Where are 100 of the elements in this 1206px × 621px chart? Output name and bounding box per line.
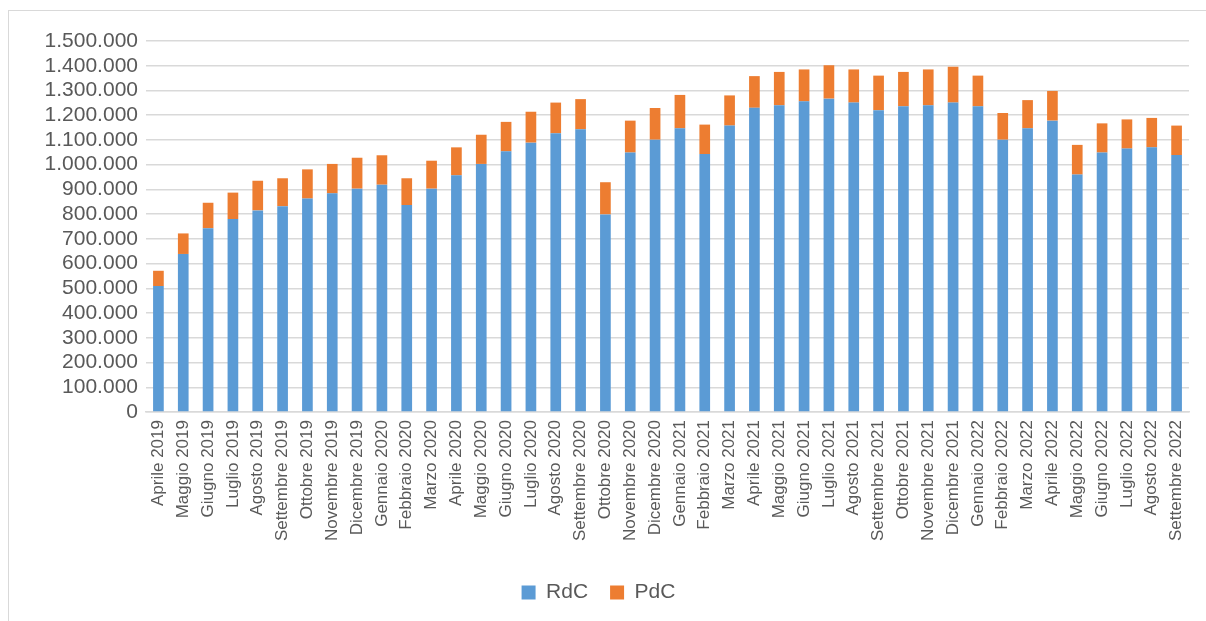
y-tick-label: 1.300.000	[44, 77, 138, 101]
bar	[202, 202, 214, 229]
bar	[426, 188, 437, 412]
bar	[649, 108, 661, 140]
bar	[451, 175, 462, 412]
bar	[376, 184, 388, 412]
x-tick-label: Ottobre 2019	[297, 420, 317, 520]
x-tick-label: Ottobre 2020	[595, 420, 615, 520]
bar	[326, 193, 338, 412]
x-tick-label: Giugno 2019	[197, 420, 217, 518]
x-tick-label: Aprile 2020	[446, 420, 466, 507]
bar	[302, 198, 313, 412]
y-tick-label: 1.500.000	[44, 27, 138, 51]
y-tick-label: 400.000	[62, 299, 138, 323]
bar	[153, 270, 164, 287]
y-tick-label: 200.000	[62, 349, 138, 373]
x-tick-label: Gennaio 2022	[967, 420, 987, 527]
bar	[177, 253, 189, 412]
bar	[749, 107, 760, 412]
bar	[600, 214, 611, 412]
y-tick-label: 100.000	[62, 374, 138, 398]
x-tick-label: Agosto 2019	[247, 420, 267, 516]
bar	[823, 65, 835, 99]
bar	[972, 106, 984, 412]
bar	[848, 102, 860, 412]
x-tick-label: Luglio 2022	[1116, 420, 1136, 508]
x-tick-label: Aprile 2019	[148, 420, 168, 507]
x-tick-label: Dicembre 2019	[346, 420, 366, 536]
bar	[227, 192, 239, 220]
x-tick-label: Gennaio 2020	[371, 420, 391, 527]
bar	[624, 152, 636, 412]
bar	[252, 210, 264, 412]
y-tick-label: 600.000	[62, 250, 138, 274]
bar	[898, 106, 909, 412]
y-tick-label: 800.000	[62, 200, 138, 224]
x-tick-label: Ottobre 2021	[893, 420, 913, 520]
bar	[202, 228, 214, 412]
bar	[674, 128, 686, 412]
bar	[1096, 123, 1108, 153]
bar	[1022, 128, 1033, 412]
bar	[376, 155, 388, 185]
y-tick-label: 700.000	[62, 225, 138, 249]
bar	[1121, 119, 1133, 149]
bar	[873, 110, 884, 412]
bar	[922, 69, 934, 106]
bar	[1047, 90, 1058, 121]
bar	[798, 101, 810, 412]
bar	[1121, 148, 1133, 412]
bar	[177, 233, 189, 254]
bar	[699, 154, 711, 412]
bar	[1171, 155, 1182, 412]
bar	[525, 142, 537, 412]
x-tick-label: Settembre 2021	[868, 420, 888, 541]
bar	[1146, 147, 1158, 412]
bar	[1047, 120, 1058, 412]
y-tick-label: 1.400.000	[44, 52, 138, 76]
legend-label: RdC	[546, 579, 589, 603]
x-tick-label: Maggio 2021	[768, 420, 788, 519]
bar	[475, 134, 487, 164]
bar	[277, 178, 288, 207]
x-tick-label: Novembre 2020	[619, 420, 639, 541]
y-tick-label: 900.000	[62, 176, 138, 200]
x-tick-label: Luglio 2020	[520, 420, 540, 508]
x-tick-label: Agosto 2020	[545, 420, 565, 516]
y-tick-label: 1.000.000	[44, 151, 138, 175]
x-tick-label: Maggio 2022	[1066, 420, 1086, 519]
x-tick-label: Giugno 2022	[1091, 420, 1111, 518]
bar	[724, 125, 735, 412]
bar	[351, 188, 363, 412]
bar	[922, 105, 934, 412]
bar	[575, 129, 586, 412]
x-tick-label: Novembre 2021	[917, 420, 937, 541]
x-tick-label: Agosto 2021	[843, 420, 863, 516]
bar	[153, 286, 164, 412]
x-tick-label: Marzo 2021	[719, 420, 739, 510]
x-tick-label: Maggio 2019	[172, 420, 192, 519]
bar	[227, 219, 239, 412]
bar	[997, 112, 1009, 140]
bar	[600, 182, 611, 215]
x-tick-label: Dicembre 2021	[942, 420, 962, 536]
x-tick-label: Giugno 2020	[495, 420, 515, 518]
x-tick-label: Luglio 2019	[222, 420, 242, 508]
y-tick-label: 300.000	[62, 324, 138, 348]
bar	[500, 151, 512, 412]
x-tick-label: Agosto 2022	[1141, 420, 1161, 516]
bar	[724, 95, 735, 126]
x-tick-label: Febbraio 2021	[694, 420, 714, 530]
x-tick-label: Febbraio 2020	[396, 420, 416, 530]
y-tick-label: 0	[126, 398, 138, 422]
bar	[674, 94, 686, 129]
bar	[426, 160, 437, 189]
x-tick-label: Settembre 2022	[1166, 420, 1186, 541]
bar	[550, 133, 562, 412]
bar	[873, 75, 884, 111]
bar	[773, 71, 785, 106]
y-tick-label: 1.100.000	[44, 126, 138, 150]
bar	[947, 66, 959, 103]
bar	[972, 75, 984, 107]
bar	[550, 102, 562, 134]
bar	[575, 99, 586, 130]
